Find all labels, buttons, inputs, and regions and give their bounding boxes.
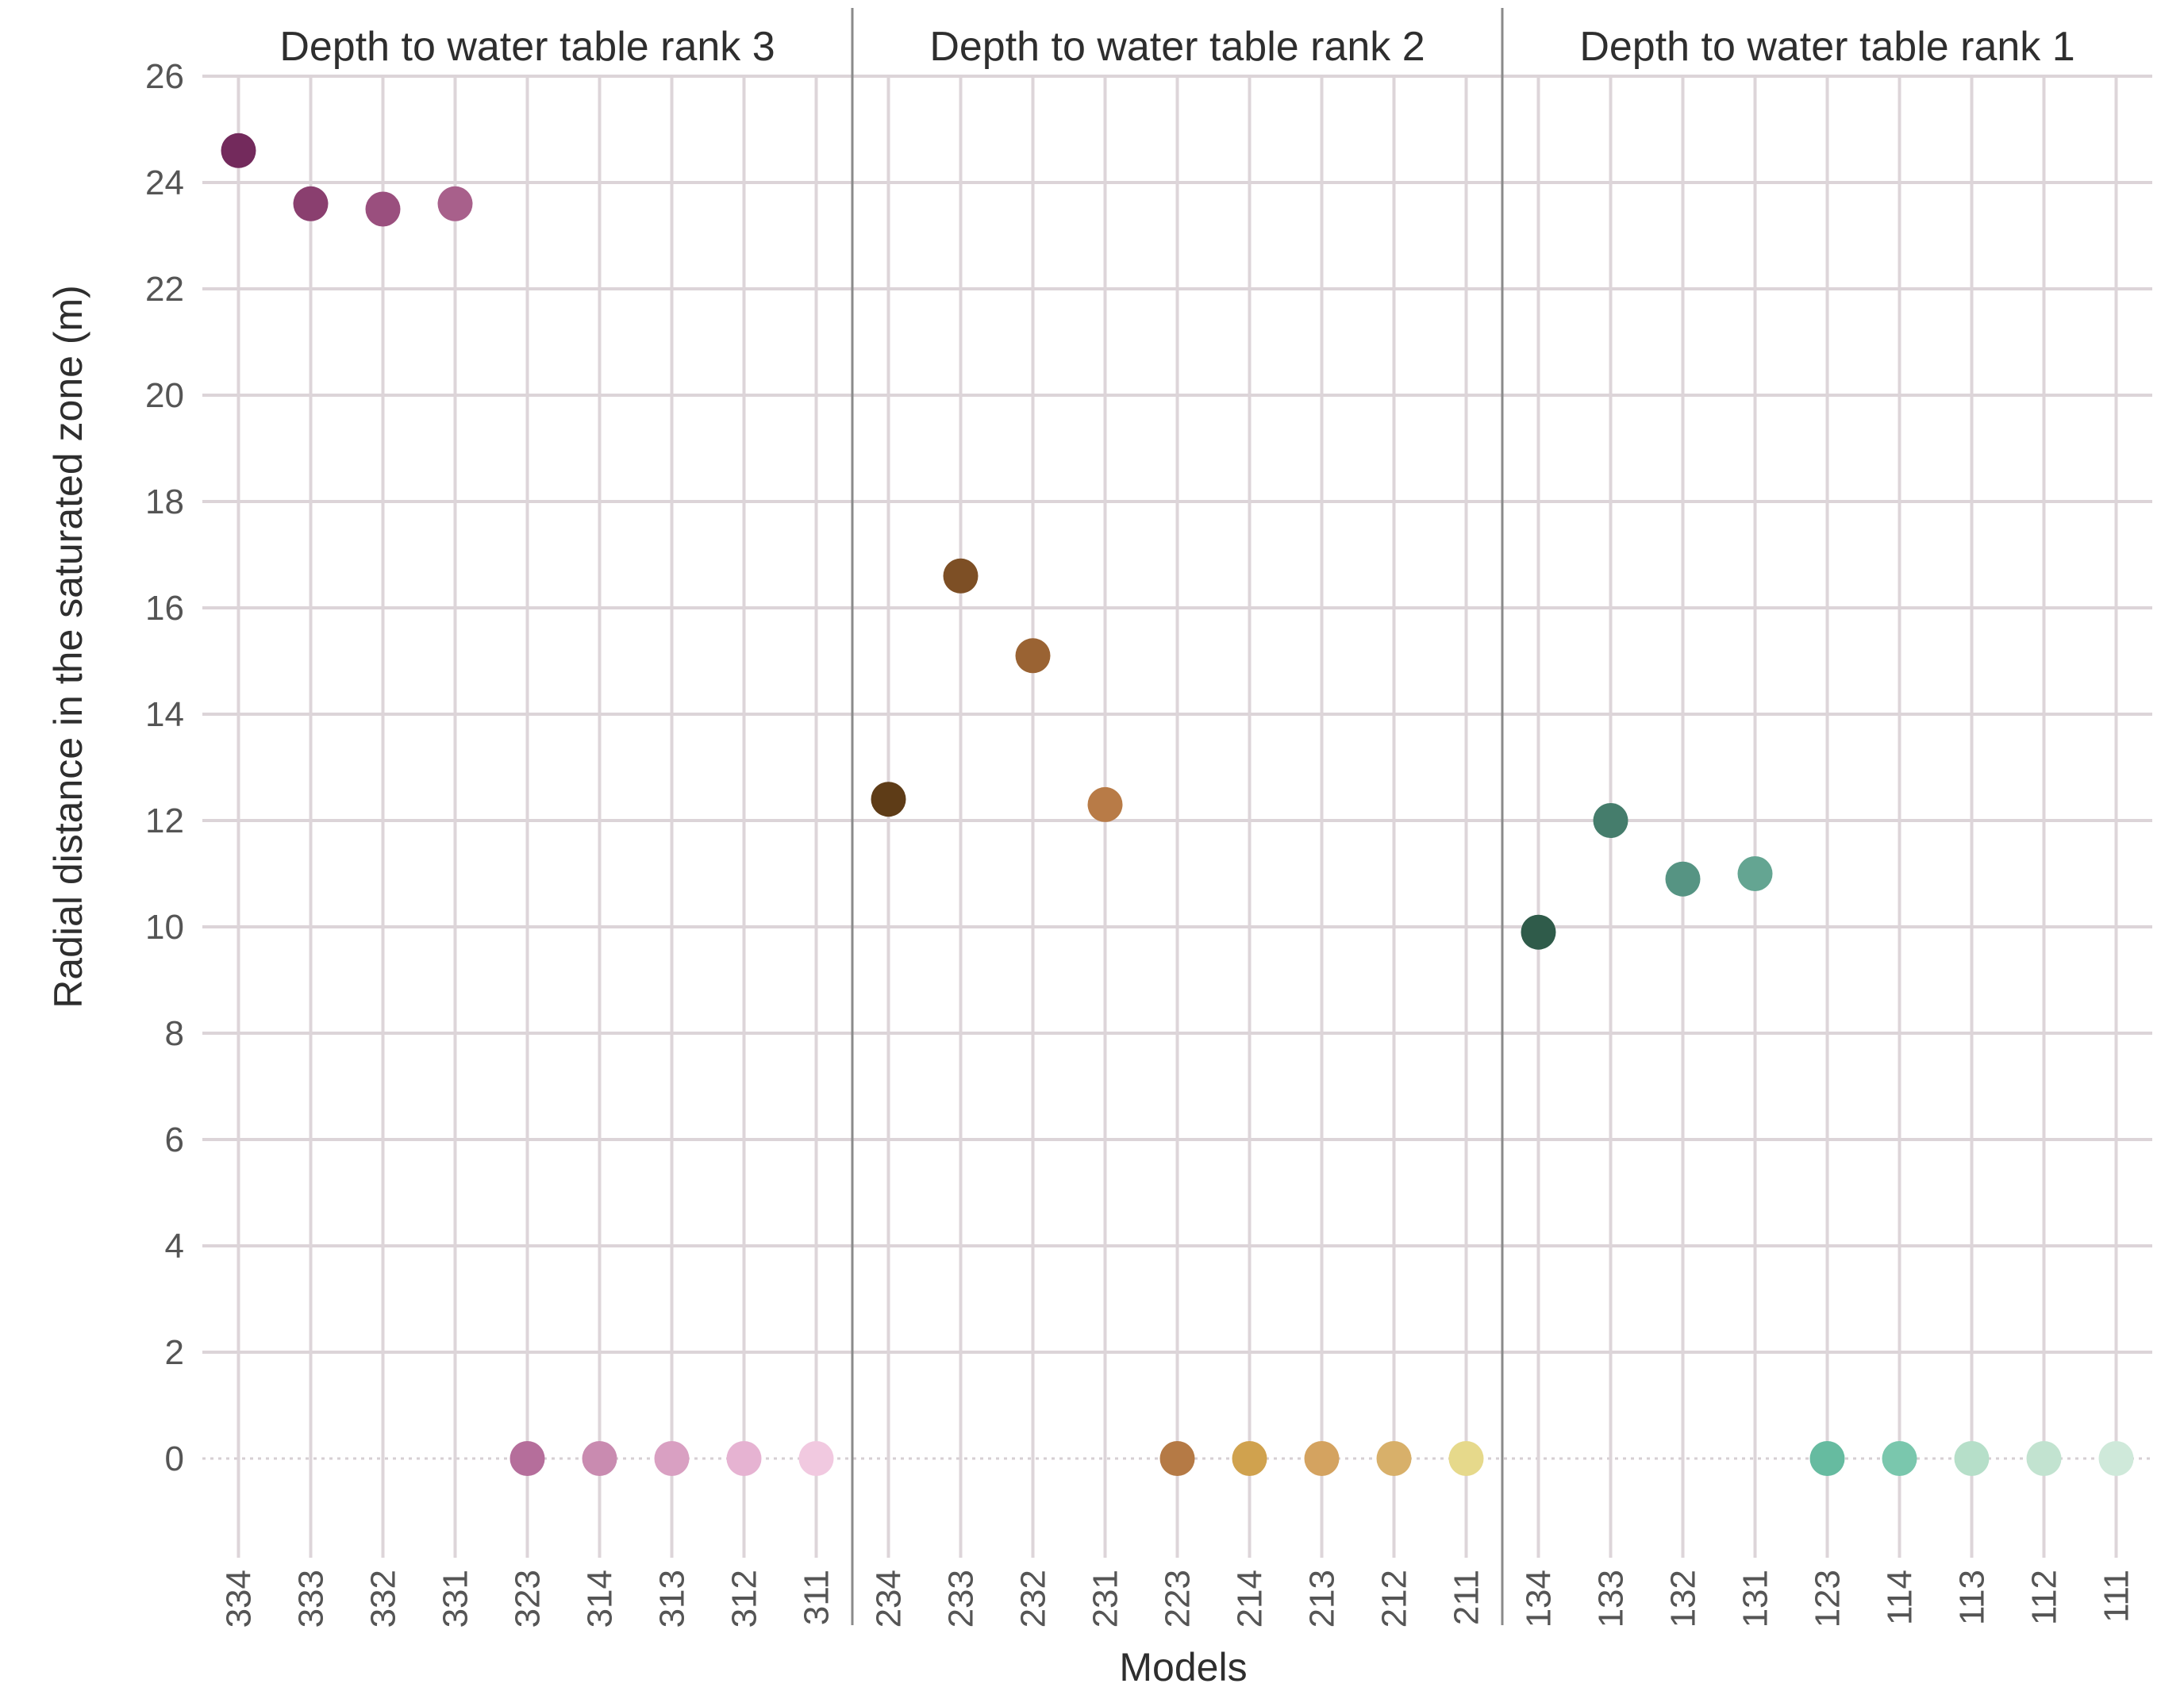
x-tick-label: 131	[1736, 1570, 1775, 1628]
data-point	[798, 1441, 834, 1476]
data-point	[1593, 803, 1628, 838]
x-tick-label: 111	[2097, 1570, 2136, 1623]
data-point	[365, 191, 401, 227]
y-tick-label: 10	[145, 908, 184, 947]
data-point	[582, 1441, 617, 1476]
y-tick-label: 22	[145, 270, 184, 309]
x-tick-label: 132	[1664, 1570, 1703, 1628]
x-tick-label: 134	[1520, 1570, 1559, 1628]
data-point	[943, 558, 979, 594]
x-tick-label: 233	[942, 1570, 981, 1628]
y-tick-label: 20	[145, 376, 184, 415]
x-tick-label: 112	[2025, 1570, 2064, 1625]
data-points	[221, 133, 2134, 1476]
x-tick-label: 333	[292, 1570, 331, 1628]
y-tick-label: 26	[145, 57, 184, 96]
y-tick-label: 14	[145, 695, 184, 734]
data-point	[1665, 861, 1701, 897]
x-tick-label: 331	[436, 1570, 475, 1628]
y-tick-label: 6	[165, 1120, 184, 1159]
y-tick-label: 16	[145, 589, 184, 628]
x-tick-label: 114	[1881, 1570, 1920, 1625]
y-axis-label: Radial distance in the saturated zone (m…	[46, 285, 90, 1009]
x-tick-label: 311	[798, 1570, 836, 1625]
data-point	[1232, 1441, 1267, 1476]
data-point	[1521, 914, 1556, 950]
grid-layer	[202, 8, 2152, 1625]
x-tick-labels: 334 333 332 331 323 314 313 312 311 234 233 232 231 2…	[220, 1570, 2136, 1628]
data-point	[1087, 786, 1123, 822]
y-tick-label: 4	[165, 1227, 184, 1266]
data-point	[871, 782, 906, 817]
x-tick-label: 113	[1953, 1570, 1992, 1625]
x-tick-label: 314	[581, 1570, 620, 1628]
x-tick-label: 313	[653, 1570, 692, 1628]
panel-titles: Depth to water table rank 3 Depth to wate…	[279, 24, 2074, 70]
x-tick-label: 214	[1231, 1570, 1270, 1628]
y-tick-label: 8	[165, 1014, 184, 1053]
data-point	[1448, 1441, 1484, 1476]
panel-title: Depth to water table rank 2	[929, 24, 1425, 70]
data-point	[437, 186, 473, 221]
y-tick-label: 0	[165, 1439, 184, 1478]
data-point	[2098, 1441, 2134, 1476]
x-tick-label: 231	[1086, 1570, 1125, 1628]
y-tick-label: 24	[145, 163, 184, 202]
panel-title: Depth to water table rank 1	[1579, 24, 2074, 70]
data-point	[293, 186, 329, 221]
x-tick-label: 123	[1809, 1570, 1848, 1628]
data-point	[1954, 1441, 1990, 1476]
data-point	[1737, 856, 1773, 891]
x-tick-label: 213	[1303, 1570, 1342, 1628]
x-tick-label: 223	[1159, 1570, 1198, 1628]
data-point	[654, 1441, 690, 1476]
data-point	[726, 1441, 762, 1476]
x-tick-label: 133	[1592, 1570, 1631, 1628]
data-point	[509, 1441, 545, 1476]
data-point	[1882, 1441, 1917, 1476]
data-point	[1159, 1441, 1195, 1476]
x-tick-label: 334	[220, 1570, 259, 1628]
x-tick-label: 332	[364, 1570, 403, 1628]
y-tick-label: 12	[145, 801, 184, 840]
x-axis-label: Models	[1119, 1645, 1247, 1689]
x-tick-label: 323	[509, 1570, 548, 1628]
y-tick-label: 18	[145, 482, 184, 521]
panel-title: Depth to water table rank 3	[279, 24, 775, 70]
x-tick-label: 234	[870, 1570, 909, 1628]
x-tick-label: 211	[1448, 1570, 1486, 1625]
data-point	[1809, 1441, 1845, 1476]
x-tick-label: 232	[1014, 1570, 1053, 1628]
data-point	[221, 133, 256, 168]
x-tick-label: 312	[725, 1570, 764, 1628]
data-point	[1304, 1441, 1340, 1476]
data-point	[1015, 638, 1051, 674]
data-point	[2026, 1441, 2062, 1476]
data-point	[1376, 1441, 1412, 1476]
y-tick-label: 2	[165, 1333, 184, 1372]
x-tick-label: 212	[1375, 1570, 1414, 1628]
